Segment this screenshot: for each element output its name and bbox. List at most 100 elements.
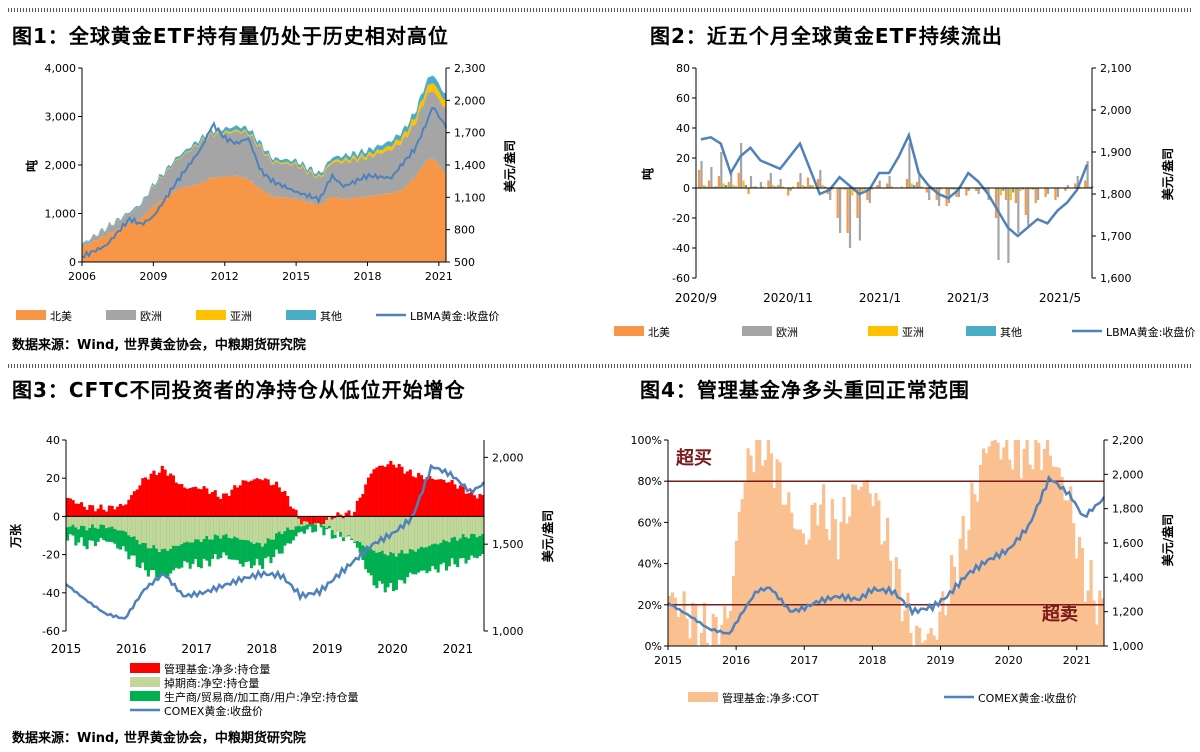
chart3-bar-managed (222, 493, 226, 517)
chart3-bar-managed (185, 488, 189, 517)
chart3-bar-managed (378, 465, 382, 517)
chart3-bar-swap (149, 516, 153, 549)
chart3-bar-swap (174, 516, 178, 546)
chart4-bar-cot (906, 592, 910, 646)
chart4-bar-cot (810, 505, 814, 646)
chart3-bar-swap (291, 516, 295, 530)
chart3-bar-managed (433, 479, 437, 517)
chart4-gold-price-line (667, 474, 1106, 635)
chart3-bar-producers (121, 516, 125, 547)
chart3-bar-producers (96, 516, 100, 542)
chart2-bar (791, 186, 795, 188)
chart2-bar (740, 143, 743, 188)
chart4-bar-cot (790, 512, 794, 646)
chart3-bar-producers (444, 516, 449, 571)
chart1-y2tick-label: 1,100 (454, 191, 486, 204)
chart4-bar-cot (1037, 442, 1041, 646)
chart3-bar-swap (425, 516, 429, 548)
chart2-xtick-label: 2021/1 (859, 291, 901, 305)
chart3-bar-managed (272, 484, 276, 517)
chart3-bar-swap (199, 516, 203, 543)
chart3-bar-swap (456, 516, 460, 541)
chart3-bar-swap (210, 516, 214, 540)
chart3-bar-managed (439, 479, 443, 517)
chart3-bar-managed (302, 516, 306, 522)
chart1-area-north-america (82, 158, 446, 262)
chart3-bar-producers (241, 516, 245, 567)
chart3-xtick-label: 2019 (312, 642, 343, 656)
chart3-bar-swap (244, 516, 248, 540)
chart3-bar-swap (411, 516, 415, 550)
chart3-bar-swap (272, 516, 276, 540)
chart4-ytick-label: 60% (638, 516, 662, 529)
chart2-bar (730, 173, 733, 188)
chart2-bar (858, 188, 861, 241)
chart2-bar (754, 186, 757, 188)
chart4-annotation-oversold: 超卖 (1042, 603, 1078, 625)
chart4-bar-cot (694, 605, 698, 646)
chart4-bar-cot (952, 566, 957, 646)
chart1-legend-2-swatch (196, 310, 226, 320)
chart3-bar-managed (66, 497, 70, 517)
chart4-annotation-overbought: 超买 (676, 447, 712, 469)
chart4-bar-cot (964, 549, 968, 646)
chart3-bar-swap (127, 516, 131, 536)
chart3-bar-swap (283, 516, 287, 532)
chart3-bar-managed (461, 486, 465, 517)
chart2-bar (910, 183, 913, 188)
chart4-bar-cot (702, 602, 707, 646)
chart3-bar-producers (238, 516, 242, 564)
chart3-bar-managed (428, 476, 432, 517)
chart4-xtick-label: 2017 (790, 654, 818, 667)
chart3-bar-managed (347, 510, 351, 517)
chart2-bar (769, 173, 772, 188)
chart2-bar (1076, 176, 1079, 188)
chart3-bar-swap (392, 516, 396, 554)
chart3-legend-0-swatch (130, 663, 160, 673)
chart4-legend-1-label: COMEX黄金:收盘价 (978, 691, 1077, 705)
chart3-bar-managed (166, 475, 170, 517)
chart3-bar-managed (177, 484, 181, 517)
chart2-bar (777, 185, 780, 188)
chart4-bar-cot (752, 472, 756, 646)
chart2-bar (965, 188, 968, 196)
chart3-bar-swap (467, 516, 471, 539)
chart4-bar-cot (1101, 598, 1105, 646)
chart4-bar-cot (1063, 500, 1067, 646)
chart3-bar-swap (294, 516, 298, 527)
chart3-bar-managed (325, 516, 329, 520)
chart3-bar-managed (210, 492, 214, 517)
chart4-bar-cot (894, 557, 898, 646)
chart3-bar-managed (386, 464, 390, 517)
chart2-bar (762, 186, 765, 188)
chart3-bar-producers (456, 516, 460, 568)
chart3-bar-swap (327, 516, 332, 526)
chart3-bar-producers (224, 516, 228, 556)
chart3-bar-managed (235, 487, 240, 517)
chart3-bar-swap (124, 516, 128, 532)
chart2-legend-1-label: 欧洲 (776, 326, 798, 339)
chart3-bar-swap (241, 516, 245, 540)
chart3-bar-managed (149, 473, 153, 517)
chart1-xtick-label: 2012 (211, 270, 239, 283)
chart3-bar-managed (288, 506, 293, 517)
chart4-bar-cot (1002, 447, 1006, 646)
chart2-bar (782, 186, 785, 188)
chart3-bar-managed (247, 481, 251, 517)
chart3-bar-producers (383, 516, 387, 593)
chart4-bar-cot (775, 459, 779, 646)
chart3-bar-swap (447, 516, 451, 543)
chart3-bar-producers (93, 516, 97, 546)
chart2-xtick-label: 2020/11 (763, 291, 813, 305)
chart2-ytick-label: -40 (672, 242, 690, 255)
chart3-bar-swap (333, 516, 337, 535)
chart3-bar-swap (444, 516, 449, 542)
chart3-bar-producers (269, 516, 273, 564)
chart3-xtick-label: 2020 (377, 642, 408, 656)
chart4-xtick-label: 2019 (927, 654, 955, 667)
chart3-xtick-label: 2021 (443, 642, 474, 656)
chart2-bar (908, 143, 911, 188)
chart3-bar-swap (227, 516, 231, 538)
chart2-bar (819, 170, 822, 188)
